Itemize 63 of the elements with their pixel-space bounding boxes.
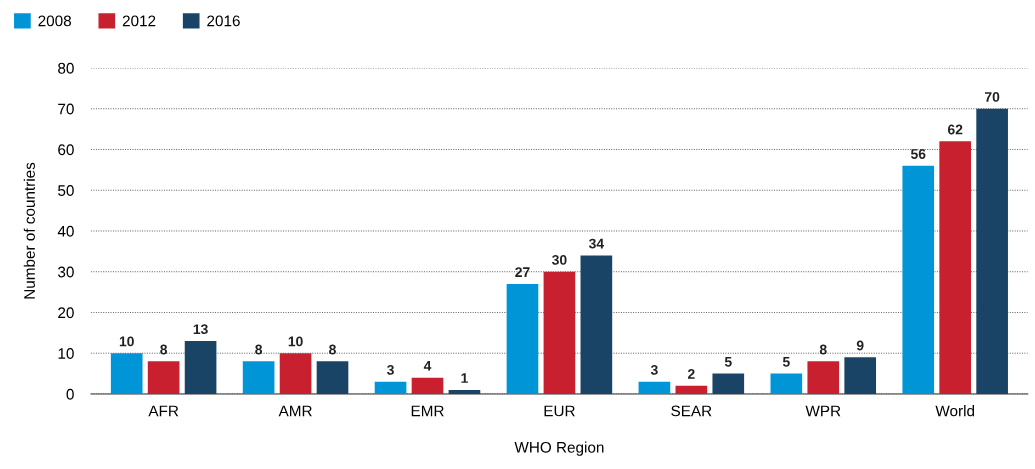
bar bbox=[675, 385, 708, 394]
y-tick-label: 70 bbox=[58, 103, 74, 115]
bar bbox=[506, 283, 539, 394]
y-tick-label: 10 bbox=[58, 348, 74, 359]
legend-label: 2016 bbox=[207, 15, 240, 27]
y-tick-label: 0 bbox=[66, 388, 74, 400]
data-label: 10 bbox=[119, 336, 134, 347]
y-tick-label: 60 bbox=[58, 144, 74, 156]
x-tick-label: AMR bbox=[278, 405, 312, 417]
x-tick-label: EMR bbox=[411, 405, 444, 417]
data-label: 5 bbox=[782, 356, 790, 367]
bar bbox=[374, 381, 407, 394]
data-label: 10 bbox=[288, 336, 303, 347]
x-tick-label: SEAR bbox=[671, 405, 712, 417]
y-tick-label: 80 bbox=[58, 62, 74, 74]
data-label: 8 bbox=[329, 344, 336, 355]
bar bbox=[316, 361, 349, 394]
bar bbox=[770, 373, 803, 394]
bar bbox=[580, 255, 613, 394]
x-tick-label: AFR bbox=[148, 405, 179, 417]
bar bbox=[902, 165, 935, 394]
data-label: 34 bbox=[588, 238, 605, 249]
bar bbox=[712, 373, 745, 394]
data-label: 5 bbox=[724, 356, 732, 367]
y-axis-title: Number of countries bbox=[23, 162, 35, 299]
data-label: 1 bbox=[461, 373, 468, 383]
data-label: 8 bbox=[819, 344, 827, 355]
y-tick-label: 20 bbox=[58, 307, 74, 319]
y-tick-label: 50 bbox=[58, 185, 74, 196]
data-label: 2 bbox=[687, 369, 695, 379]
bar bbox=[411, 377, 444, 394]
bar bbox=[939, 141, 972, 394]
data-label: 27 bbox=[515, 267, 530, 277]
bar bbox=[242, 361, 275, 394]
x-tick-label: WPR bbox=[805, 405, 841, 417]
legend-label: 2012 bbox=[122, 15, 156, 27]
bar bbox=[543, 271, 576, 394]
bar bbox=[807, 361, 840, 394]
bar bbox=[279, 353, 312, 394]
data-label: 62 bbox=[947, 124, 963, 135]
data-label: 8 bbox=[160, 344, 168, 355]
y-tick-label: 40 bbox=[57, 225, 74, 237]
data-label: 8 bbox=[255, 344, 263, 355]
data-label: 30 bbox=[552, 254, 567, 265]
bar bbox=[110, 353, 143, 394]
legend-label: 2008 bbox=[38, 15, 71, 27]
bar bbox=[638, 381, 671, 394]
x-tick-label: EUR bbox=[544, 405, 575, 417]
y-tick-label: 30 bbox=[58, 266, 74, 278]
bar bbox=[448, 389, 481, 394]
data-label: 56 bbox=[910, 149, 926, 159]
data-label: 70 bbox=[985, 92, 1000, 102]
data-label: 3 bbox=[650, 364, 658, 375]
x-tick-label: World bbox=[935, 405, 975, 417]
bar bbox=[976, 108, 1008, 394]
data-label: 4 bbox=[423, 361, 432, 371]
data-label: 13 bbox=[193, 324, 208, 335]
bar bbox=[184, 340, 217, 394]
bar bbox=[147, 361, 180, 394]
bar bbox=[844, 357, 877, 394]
data-label: 9 bbox=[856, 340, 864, 351]
data-label: 3 bbox=[387, 364, 394, 375]
x-axis-title: WHO Region bbox=[514, 441, 604, 456]
